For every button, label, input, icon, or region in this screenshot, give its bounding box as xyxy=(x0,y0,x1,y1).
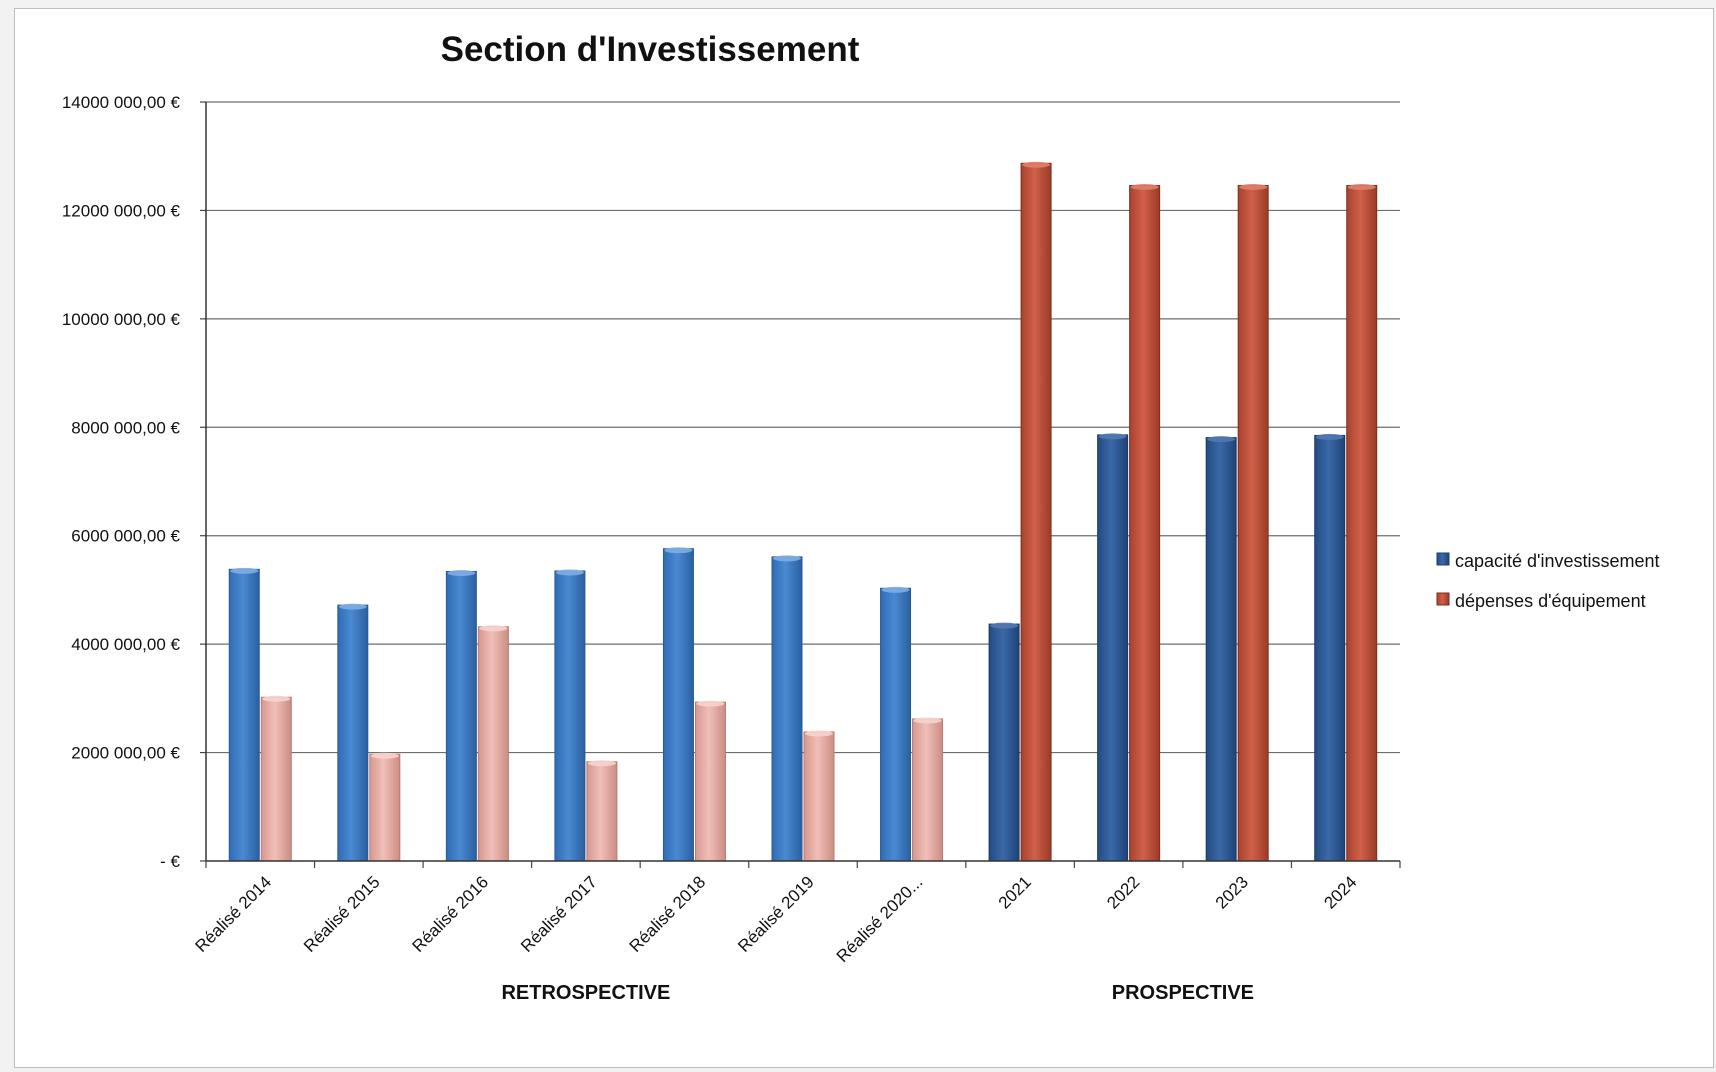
legend-swatch-depenses xyxy=(1436,592,1450,606)
bar-top-cap xyxy=(990,622,1019,629)
bar-depenses xyxy=(477,626,509,862)
x-tick-label: Réalisé 2014 xyxy=(191,872,275,956)
bar-capacite xyxy=(337,604,369,862)
x-tick-label: Réalisé 2015 xyxy=(300,872,384,956)
bar-top-cap xyxy=(230,567,259,574)
bar-top-cap xyxy=(696,700,725,707)
legend: capacité d'investissement dépenses d'équ… xyxy=(1436,551,1660,611)
x-tick-label: Réalisé 2018 xyxy=(626,872,710,956)
x-tick-label: Réalisé 2020... xyxy=(833,872,927,966)
bar-top-cap xyxy=(555,569,584,576)
bar-top-cap xyxy=(587,760,616,767)
bar-top-cap xyxy=(447,569,476,576)
bar-capacite xyxy=(554,570,586,862)
chart-frame xyxy=(14,8,1714,1068)
y-tick-label: 14000 000,00 € xyxy=(62,93,181,112)
bar-depenses xyxy=(1020,162,1052,862)
bar-capacite xyxy=(1097,434,1129,862)
bar-depenses xyxy=(694,701,726,862)
bar-depenses xyxy=(1129,184,1161,862)
bar-top-cap xyxy=(1239,183,1268,190)
bar-top-cap xyxy=(479,625,508,632)
legend-swatch-capacite xyxy=(1436,552,1450,566)
bar-top-cap xyxy=(370,752,399,759)
x-tick-label: 2021 xyxy=(995,872,1035,912)
bar-top-cap xyxy=(664,547,693,554)
y-tick-label: 12000 000,00 € xyxy=(62,201,181,220)
bar-top-cap xyxy=(1098,433,1127,440)
y-tick-label: 6000 000,00 € xyxy=(71,527,180,546)
bar-capacite xyxy=(662,548,694,862)
x-tick-label: 2022 xyxy=(1103,872,1143,912)
y-tick-label: 4000 000,00 € xyxy=(71,635,180,654)
x-tick-label: Réalisé 2017 xyxy=(517,872,601,956)
bar-depenses xyxy=(260,696,292,862)
x-tick-label: 2023 xyxy=(1212,872,1252,912)
bar-capacite xyxy=(228,568,260,862)
bar-top-cap xyxy=(1315,433,1344,440)
bar-depenses xyxy=(369,753,401,862)
category-groups: RETROSPECTIVE PROSPECTIVE xyxy=(501,982,1254,1004)
bar-capacite xyxy=(1314,434,1346,862)
bar-top-cap xyxy=(773,555,801,562)
bars xyxy=(228,161,1378,862)
legend-label-capacite: capacité d'investissement xyxy=(1455,551,1660,571)
axes xyxy=(205,102,1400,862)
bar-top-cap xyxy=(1347,183,1376,190)
x-tick-label: Réalisé 2016 xyxy=(409,872,493,956)
y-tick-label: 10000 000,00 € xyxy=(62,310,181,329)
bar-capacite xyxy=(445,570,477,862)
bar-depenses xyxy=(912,718,944,862)
x-tick-label: 2024 xyxy=(1320,872,1360,912)
bar-top-cap xyxy=(1022,161,1051,168)
y-tick-label: 8000 000,00 € xyxy=(71,418,180,437)
bar-top-cap xyxy=(881,586,910,593)
chart-title: Section d'Investissement xyxy=(441,30,860,69)
bar-depenses xyxy=(586,761,618,862)
bar-top-cap xyxy=(1130,183,1159,190)
bar-depenses xyxy=(1346,184,1378,862)
bar-top-cap xyxy=(262,695,291,702)
bar-capacite xyxy=(1205,437,1237,862)
bar-top-cap xyxy=(913,717,942,724)
x-axis-ticks: Réalisé 2014 Réalisé 2015 Réalisé 2016 Réal… xyxy=(191,861,1401,966)
bar-top-cap xyxy=(805,730,833,737)
bar-top-cap xyxy=(338,603,367,610)
x-tick-label: Réalisé 2019 xyxy=(734,872,818,956)
y-tick-label: - € xyxy=(160,852,180,871)
y-tick-label: 2000 000,00 € xyxy=(71,744,180,763)
legend-label-depenses: dépenses d'équipement xyxy=(1455,591,1646,611)
bar-depenses xyxy=(1237,184,1269,862)
gridlines xyxy=(206,101,1400,754)
bar-top-cap xyxy=(1207,436,1236,443)
y-axis-ticks: - € 2000 000,00 € 4000 000,00 € 6000 000,00… xyxy=(62,93,206,871)
bar-capacite xyxy=(880,587,912,862)
bar-capacite xyxy=(771,556,803,862)
group-label: RETROSPECTIVE xyxy=(501,982,670,1004)
bar-capacite xyxy=(988,623,1020,862)
group-label: PROSPECTIVE xyxy=(1112,982,1254,1004)
bar-depenses xyxy=(803,731,835,862)
